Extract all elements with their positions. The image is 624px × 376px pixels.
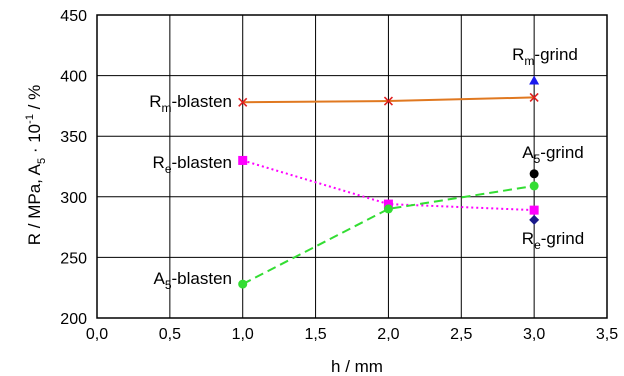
data-point-grind_a5 [529, 169, 539, 179]
x-axis-label: h / mm [331, 357, 383, 376]
x-tick-label: 3,5 [596, 326, 618, 343]
y-tick-label: 300 [60, 190, 87, 207]
data-point-a5 [529, 181, 539, 191]
x-tick-label: 3,0 [523, 326, 545, 343]
data-point-grind_re [529, 214, 540, 225]
x-tick-labels: 0,0 0,5 1,0 1,5 2,0 2,5 3,0 3,5 [86, 326, 618, 343]
annotation-rm-blasten: Rm-blasten [149, 92, 232, 115]
x-tick-label: 2,5 [450, 326, 472, 343]
plot-frame [96, 14, 608, 319]
marker-stroke [529, 92, 539, 102]
data-point-a5 [238, 279, 248, 289]
annotation-a5-grind: A5-grind [522, 143, 584, 166]
data-point-re [238, 155, 248, 165]
data-point-rm [238, 97, 248, 107]
annotation-a5-blasten: A5-blasten [153, 269, 232, 292]
grid [97, 15, 607, 318]
data-point-re [529, 205, 539, 215]
x-tick-label: 0,0 [86, 326, 108, 343]
y-tick-label: 250 [60, 250, 87, 267]
data-point-a5 [383, 204, 393, 214]
data-point-re [383, 199, 393, 209]
data-point-grind_rm [529, 75, 540, 85]
annotation-re-blasten: Re-blasten [153, 153, 232, 176]
annotation-layer: Rm-grind Rm-blasten Re-blasten A5-grind Re-g… [149, 45, 584, 292]
x-tick-label: 2,0 [377, 326, 399, 343]
y-tick-labels: 200 250 300 350 400 450 [60, 8, 87, 328]
x-tick-label: 1,5 [304, 326, 326, 343]
annotation-re-grind: Re-grind [522, 229, 584, 252]
annotation-rm-grind: Rm-grind [512, 45, 578, 68]
y-tick-label: 450 [60, 8, 87, 25]
data-point-rm [529, 92, 539, 102]
x-tick-label: 1,0 [232, 326, 254, 343]
x-tick-label: 0,5 [159, 326, 181, 343]
y-axis-label: R / MPa, A5 · 10-1 / % [24, 85, 48, 245]
y-tick-label: 400 [60, 69, 87, 86]
y-tick-label: 200 [60, 311, 87, 328]
data-point-rm [383, 96, 393, 106]
marker-stroke [238, 97, 248, 107]
marker-layer [238, 75, 540, 289]
series-line-re [242, 159, 535, 212]
y-tick-label: 350 [60, 129, 87, 146]
marker-stroke [383, 96, 393, 106]
